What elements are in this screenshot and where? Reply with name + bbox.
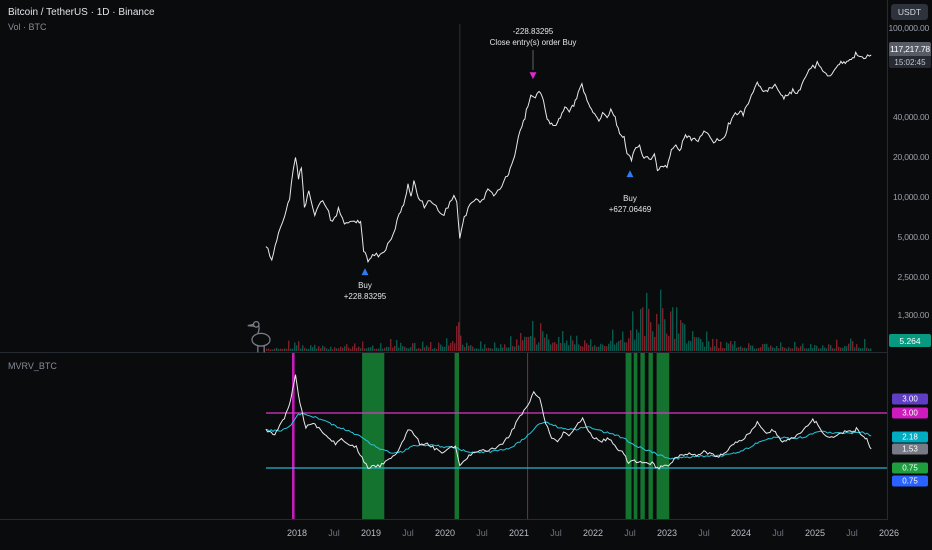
publisher-bird-logo xyxy=(247,320,271,353)
time-axis-label: 2019 xyxy=(360,528,382,538)
price-tick-label: 100,000.00 xyxy=(888,23,929,33)
indicator-value-badge: 3.00 xyxy=(892,393,928,405)
time-axis-label: 2023 xyxy=(656,528,678,538)
time-axis-label: 2022 xyxy=(582,528,604,538)
buy-order-arrow-icon[interactable]: ▲ xyxy=(626,169,634,179)
time-axis-label: 2026 xyxy=(878,528,900,538)
indicator-value-badge: 3.00 xyxy=(892,407,928,419)
indicator-legend[interactable]: MVRV_BTC xyxy=(8,361,57,371)
chart-legend: Bitcoin / TetherUS · 1D · Binance Vol · … xyxy=(8,7,155,32)
bar-countdown: 15:02:45 xyxy=(889,56,931,68)
time-axis-label: 2021 xyxy=(508,528,530,538)
last-price-value: 117,217.78 xyxy=(889,42,931,56)
time-axis-label: 2020 xyxy=(434,528,456,538)
time-axis-label: Jul xyxy=(476,528,488,538)
indicator-value-badge: 0.75 xyxy=(892,475,928,487)
time-axis-label: Jul xyxy=(698,528,710,538)
time-axis-label: Jul xyxy=(550,528,562,538)
price-scale[interactable]: USDT 117,217.78 15:02:45 5.264 100,000.0… xyxy=(887,0,932,520)
time-axis-label: Jul xyxy=(624,528,636,538)
price-tick-label: 40,000.00 xyxy=(892,112,929,122)
last-price-badge: 117,217.78 15:02:45 xyxy=(889,42,931,68)
indicator-value-badge: 0.75 xyxy=(892,462,928,474)
time-axis-label: Jul xyxy=(328,528,340,538)
currency-toggle-button[interactable]: USDT xyxy=(891,4,928,20)
buy-order-arrow-icon[interactable]: ▲ xyxy=(361,267,369,277)
indicator-value-badge: 2.18 xyxy=(892,431,928,443)
time-axis-label: Jul xyxy=(846,528,858,538)
volume-value-badge: 5.264 xyxy=(889,334,931,347)
symbol-title[interactable]: Bitcoin / TetherUS · 1D · Binance xyxy=(8,7,155,18)
time-axis[interactable]: 2018 Jul 2019 Jul 2020 Jul 2021 Jul 2022 Jul 2023 J… xyxy=(0,519,932,550)
time-axis-label: Jul xyxy=(772,528,784,538)
price-tick-label: 20,000.00 xyxy=(892,152,929,162)
price-tick-label: 5,000.00 xyxy=(897,232,930,242)
price-tick-label: 1,300.00 xyxy=(897,310,930,320)
time-axis-label: 2018 xyxy=(286,528,308,538)
price-tick-label: 2,500.00 xyxy=(897,272,930,282)
time-axis-label: 2024 xyxy=(730,528,752,538)
indicator-value-badge: 1.53 xyxy=(892,443,928,455)
time-axis-label: Jul xyxy=(402,528,414,538)
volume-legend[interactable]: Vol · BTC xyxy=(8,22,47,32)
time-axis-label: 2025 xyxy=(804,528,826,538)
price-tick-label: 10,000.00 xyxy=(892,192,929,202)
close-order-arrow-icon[interactable]: ▼ xyxy=(529,71,537,81)
